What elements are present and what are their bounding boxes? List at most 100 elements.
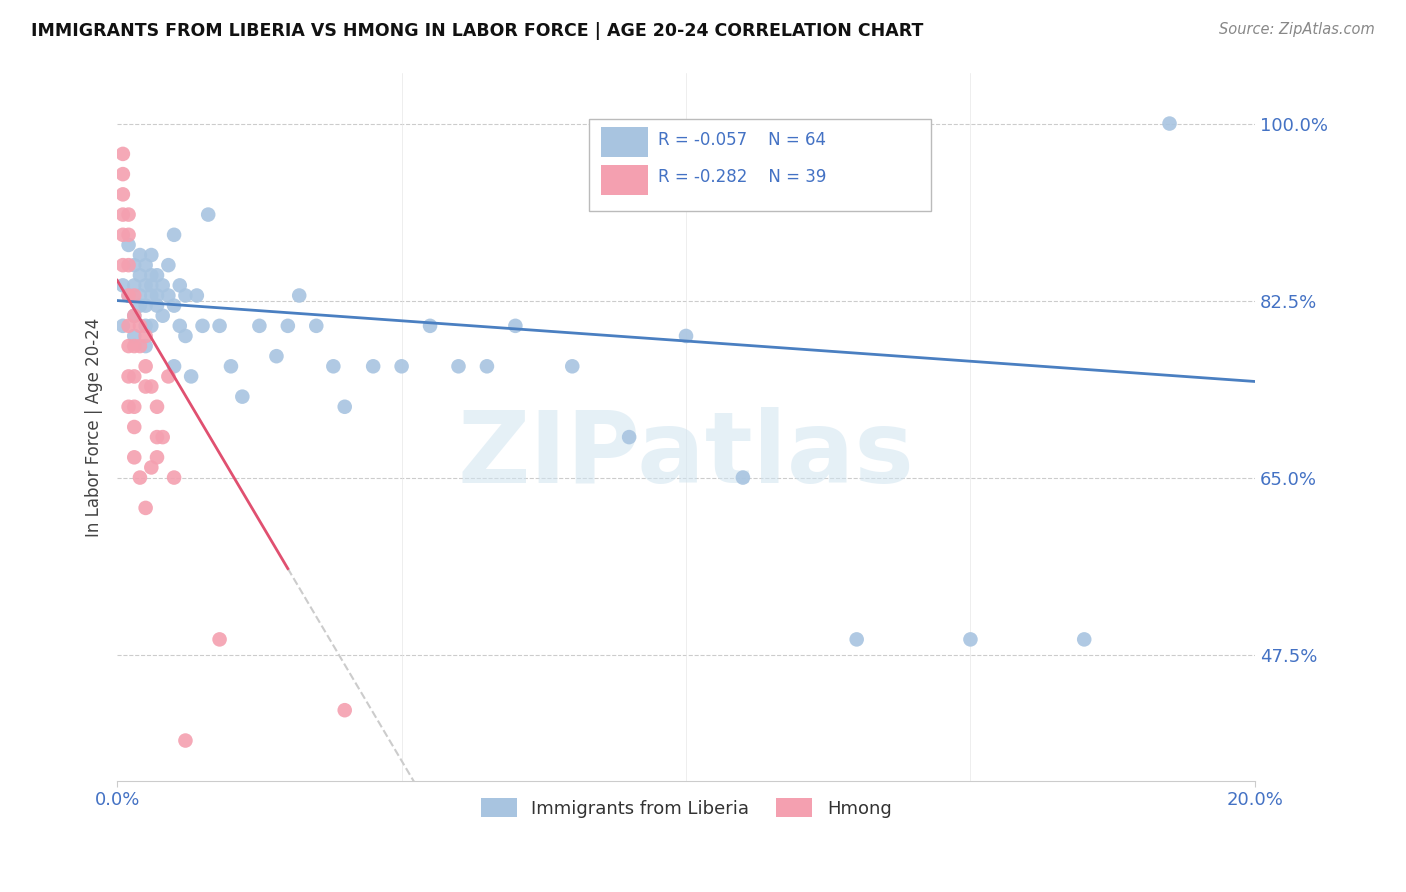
Point	[731, 470, 754, 484]
Point	[163, 299, 186, 313]
Point	[146, 450, 169, 465]
Point	[208, 318, 231, 333]
Point	[111, 147, 134, 161]
Point	[505, 318, 527, 333]
Point	[135, 379, 157, 393]
Point	[174, 288, 197, 302]
Point	[111, 318, 134, 333]
Point	[1073, 632, 1095, 647]
Point	[129, 299, 152, 313]
FancyBboxPatch shape	[600, 128, 648, 157]
Point	[135, 329, 157, 343]
Point	[122, 400, 145, 414]
Point	[135, 299, 157, 313]
Point	[129, 339, 152, 353]
Point	[617, 430, 640, 444]
Point	[117, 288, 139, 302]
Point	[180, 369, 202, 384]
Point	[129, 248, 152, 262]
Point	[152, 430, 174, 444]
Point	[111, 227, 134, 242]
Point	[122, 329, 145, 343]
Point	[122, 369, 145, 384]
Point	[157, 258, 180, 272]
Point	[174, 329, 197, 343]
Point	[122, 258, 145, 272]
Point	[231, 390, 253, 404]
Point	[117, 238, 139, 252]
Point	[419, 318, 441, 333]
Point	[146, 299, 169, 313]
Point	[163, 470, 186, 484]
Point	[146, 400, 169, 414]
Point	[141, 379, 163, 393]
Point	[129, 318, 152, 333]
Point	[141, 278, 163, 293]
Point	[141, 460, 163, 475]
Point	[122, 450, 145, 465]
Point	[135, 278, 157, 293]
Legend: Immigrants from Liberia, Hmong: Immigrants from Liberia, Hmong	[474, 791, 898, 825]
Point	[146, 288, 169, 302]
Point	[247, 318, 270, 333]
Point	[208, 632, 231, 647]
Point	[845, 632, 868, 647]
Point	[117, 400, 139, 414]
Point	[129, 288, 152, 302]
Point	[135, 258, 157, 272]
Point	[333, 703, 356, 717]
Point	[152, 309, 174, 323]
Point	[219, 359, 242, 374]
Point	[447, 359, 470, 374]
Point	[191, 318, 214, 333]
Point	[111, 167, 134, 181]
Point	[141, 248, 163, 262]
Point	[111, 258, 134, 272]
Point	[186, 288, 208, 302]
Point	[117, 258, 139, 272]
Point	[174, 733, 197, 747]
Text: IMMIGRANTS FROM LIBERIA VS HMONG IN LABOR FORCE | AGE 20-24 CORRELATION CHART: IMMIGRANTS FROM LIBERIA VS HMONG IN LABO…	[31, 22, 924, 40]
Point	[169, 318, 191, 333]
Point	[117, 318, 139, 333]
Point	[141, 318, 163, 333]
Point	[111, 187, 134, 202]
Point	[197, 208, 219, 222]
Point	[122, 339, 145, 353]
Point	[322, 359, 344, 374]
Point	[146, 268, 169, 283]
Point	[959, 632, 981, 647]
Point	[266, 349, 288, 363]
Point	[163, 227, 186, 242]
Y-axis label: In Labor Force | Age 20-24: In Labor Force | Age 20-24	[86, 318, 103, 537]
Point	[277, 318, 299, 333]
Point	[141, 268, 163, 283]
Point	[157, 288, 180, 302]
Point	[135, 318, 157, 333]
Point	[157, 369, 180, 384]
Point	[391, 359, 413, 374]
Point	[361, 359, 384, 374]
Point	[122, 309, 145, 323]
Point	[561, 359, 583, 374]
Point	[135, 500, 157, 515]
Point	[288, 288, 311, 302]
Point	[122, 278, 145, 293]
Point	[675, 329, 697, 343]
Point	[152, 278, 174, 293]
Point	[163, 359, 186, 374]
Point	[111, 208, 134, 222]
Point	[305, 318, 328, 333]
Text: ZIPatlas: ZIPatlas	[457, 407, 914, 504]
FancyBboxPatch shape	[600, 165, 648, 194]
Point	[117, 288, 139, 302]
Point	[117, 369, 139, 384]
Point	[129, 268, 152, 283]
Point	[122, 288, 145, 302]
Point	[129, 470, 152, 484]
Text: R = -0.282    N = 39: R = -0.282 N = 39	[658, 168, 825, 186]
Point	[169, 278, 191, 293]
Point	[135, 339, 157, 353]
Point	[122, 309, 145, 323]
Point	[333, 400, 356, 414]
